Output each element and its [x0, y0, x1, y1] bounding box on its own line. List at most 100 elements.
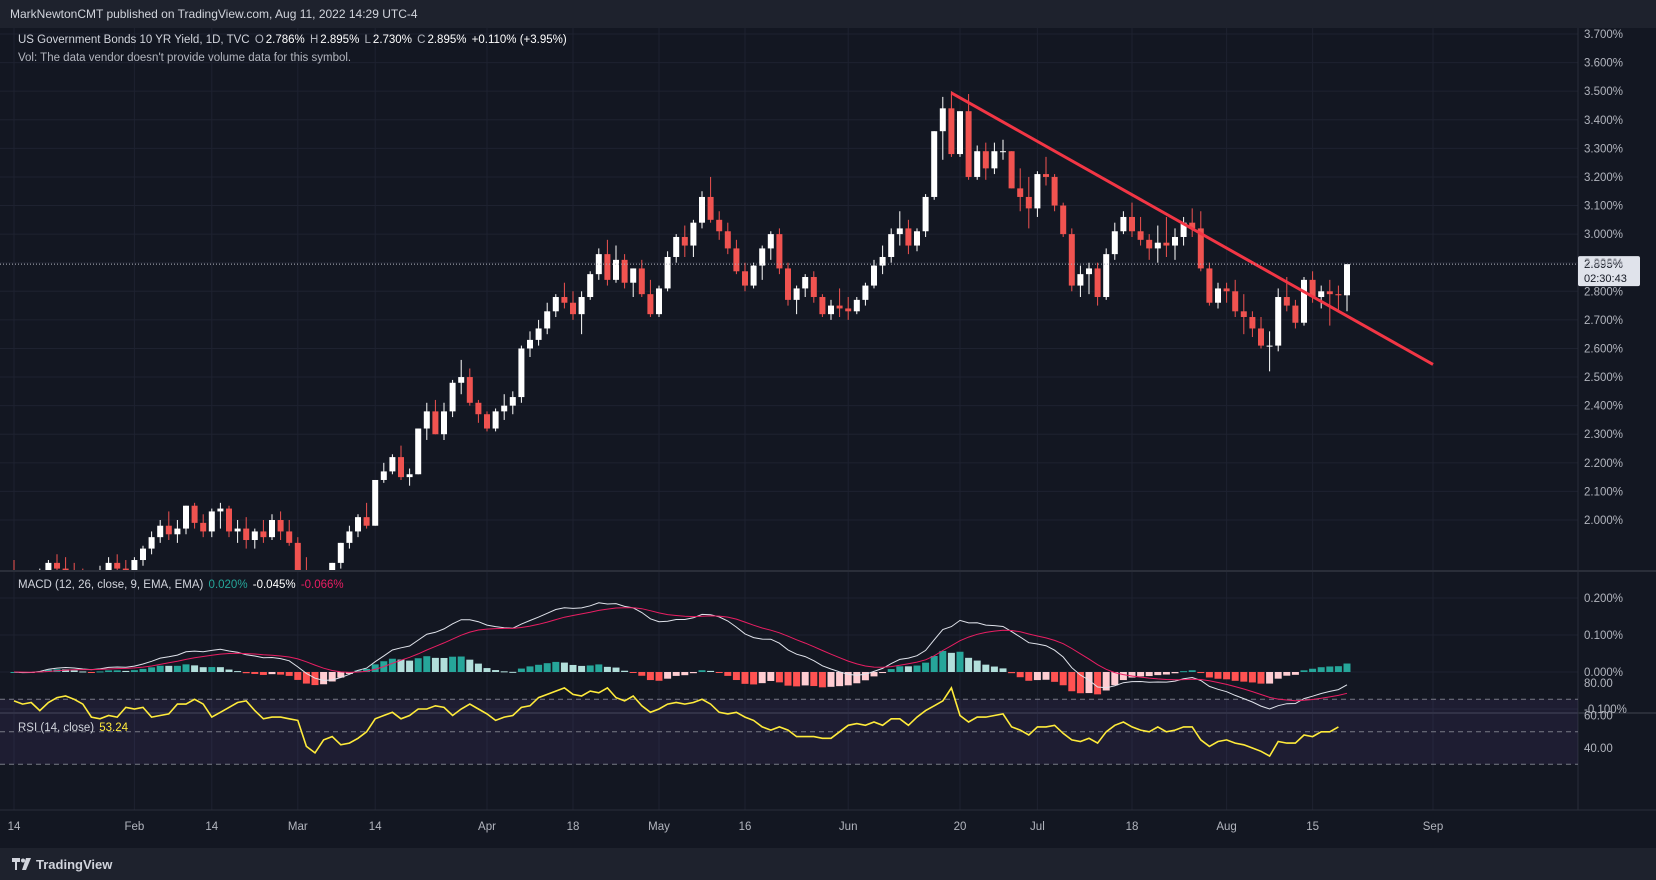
macd-hist-bar: [629, 672, 637, 673]
macd-hist-bar: [707, 670, 715, 672]
candle-down: [965, 111, 972, 177]
candle-down: [243, 528, 250, 541]
candle-up: [449, 382, 456, 412]
candle-down: [1206, 268, 1213, 303]
candle-up: [527, 339, 533, 349]
high-label: H: [309, 34, 319, 46]
macd-hist-bar: [1205, 672, 1213, 678]
rsi-tick-label: 80.00: [1584, 678, 1613, 690]
macd-hist-bar: [603, 666, 611, 672]
macd-hist-bar: [148, 667, 156, 672]
macd-hist-bar: [939, 650, 947, 672]
candle-up: [1215, 288, 1221, 303]
candle-up: [879, 256, 886, 266]
candle-down: [1129, 216, 1135, 232]
macd-hist-bar: [96, 671, 104, 673]
trendline-group[interactable]: [950, 91, 1434, 366]
candle-down: [621, 259, 628, 283]
trendline: [950, 91, 1434, 366]
rsi-tick-label: 60.00: [1584, 711, 1613, 723]
macd-hist-bar: [285, 672, 293, 676]
macd-hist-bar: [896, 666, 904, 672]
rsi-line: [13, 686, 1339, 758]
candle-up: [509, 397, 516, 406]
candle-up: [346, 531, 353, 543]
macd-hist-bar: [793, 672, 801, 687]
price-tick-label: 3.100%: [1584, 201, 1623, 213]
candle-down: [1240, 311, 1247, 318]
macd-hist-bar: [474, 663, 482, 672]
tradingview-brand[interactable]: TradingView: [12, 856, 112, 872]
time-tick-label: Aug: [1216, 821, 1236, 833]
macd-hist-bar: [1008, 672, 1016, 674]
macd-hist-bar: [1300, 670, 1308, 672]
macd-hist-bar: [767, 672, 775, 681]
candle-down: [1249, 317, 1256, 329]
candle-up: [535, 328, 542, 340]
candle-down: [716, 219, 723, 232]
last-price-line: 2.895% 02:30:43: [0, 256, 1640, 287]
macd-hist-bar: [1248, 672, 1256, 683]
close-value: 2.895%: [427, 34, 467, 46]
price-axis[interactable]: 3.700% 3.600% 3.500% 3.400% 3.300% 3.200% 3.10…: [1584, 29, 1627, 755]
candle-up: [131, 560, 138, 570]
symbol-legend[interactable]: US Government Bonds 10 YR Yield, 1D, TVC…: [18, 34, 569, 46]
macd-signal-line: [13, 607, 1348, 702]
macd-hist-bar: [1291, 672, 1299, 675]
price-tick-label: 2.400%: [1584, 401, 1623, 413]
macd-tick-label: 0.000%: [1584, 667, 1623, 679]
macd-hist-bar: [337, 672, 345, 678]
candle-down: [948, 108, 955, 155]
macd-tick-label: 0.200%: [1584, 593, 1623, 605]
macd-hist-bar: [681, 672, 689, 676]
candle-down: [1335, 294, 1342, 296]
rsi-legend[interactable]: RSI (14, close) 53.24: [18, 722, 130, 734]
candle-up: [888, 234, 895, 257]
candle-down: [1025, 196, 1032, 209]
macd-hist-bar: [560, 662, 568, 672]
price-tick-label: 2.900%: [1584, 258, 1623, 270]
macd-hist-bar: [1076, 672, 1084, 694]
chart-area[interactable]: 2.895%02:30:43 3.700%3.600%3.500%3.400%3…: [0, 28, 1656, 848]
candle-up: [914, 231, 920, 246]
time-tick-label: Jul: [1030, 821, 1045, 833]
macd-hist-bar: [1257, 672, 1265, 684]
macd-hist-bar: [268, 672, 276, 675]
candle-up: [329, 562, 336, 570]
macd-hist-bar: [345, 672, 353, 674]
candle-down: [1094, 268, 1101, 298]
open-label: O: [254, 34, 264, 46]
price-tick-label: 2.200%: [1584, 458, 1623, 470]
macd-hist-value: 0.020%: [208, 579, 248, 591]
macd-hist-bar: [517, 668, 525, 672]
price-tick-label: 2.300%: [1584, 429, 1623, 441]
macd-hist-bar: [1197, 672, 1205, 674]
macd-hist-bar: [440, 657, 448, 672]
candle-down: [277, 520, 284, 532]
macd-hist-bar: [320, 672, 328, 685]
price-tick-label: 2.700%: [1584, 315, 1623, 327]
candle-down: [819, 297, 826, 315]
macd-hist-bar: [990, 666, 998, 672]
macd-hist-bar: [930, 656, 938, 672]
macd-hist-bar: [1309, 668, 1317, 672]
candle-down: [638, 268, 645, 295]
macd-hist-bar: [965, 657, 973, 672]
time-axis[interactable]: 14 Feb 14 Mar 14 Apr 18 May 16 Jun 20 Jul 18 Aug 15 Sep: [8, 821, 1444, 833]
candle-up: [922, 196, 929, 232]
macd-hist-bar: [139, 668, 147, 672]
macd-hist-bar: [251, 672, 259, 674]
candle-down: [1223, 288, 1230, 292]
macd-hist-bar: [1274, 672, 1282, 679]
macd-hist-bar: [328, 672, 336, 682]
macd-value: -0.045%: [252, 579, 296, 591]
macd-hist-bar: [354, 670, 362, 672]
macd-hist-bar: [1188, 670, 1196, 672]
price-tick-label: 3.200%: [1584, 172, 1623, 184]
macd-legend[interactable]: MACD (12, 26, close, 9, EMA, EMA) 0.020%…: [18, 579, 346, 591]
price-tick-label: 3.700%: [1584, 29, 1623, 41]
macd-hist-bar: [638, 672, 646, 676]
candle-up: [441, 411, 447, 435]
candle-down: [294, 542, 301, 570]
macd-hist-bar: [1154, 672, 1162, 676]
